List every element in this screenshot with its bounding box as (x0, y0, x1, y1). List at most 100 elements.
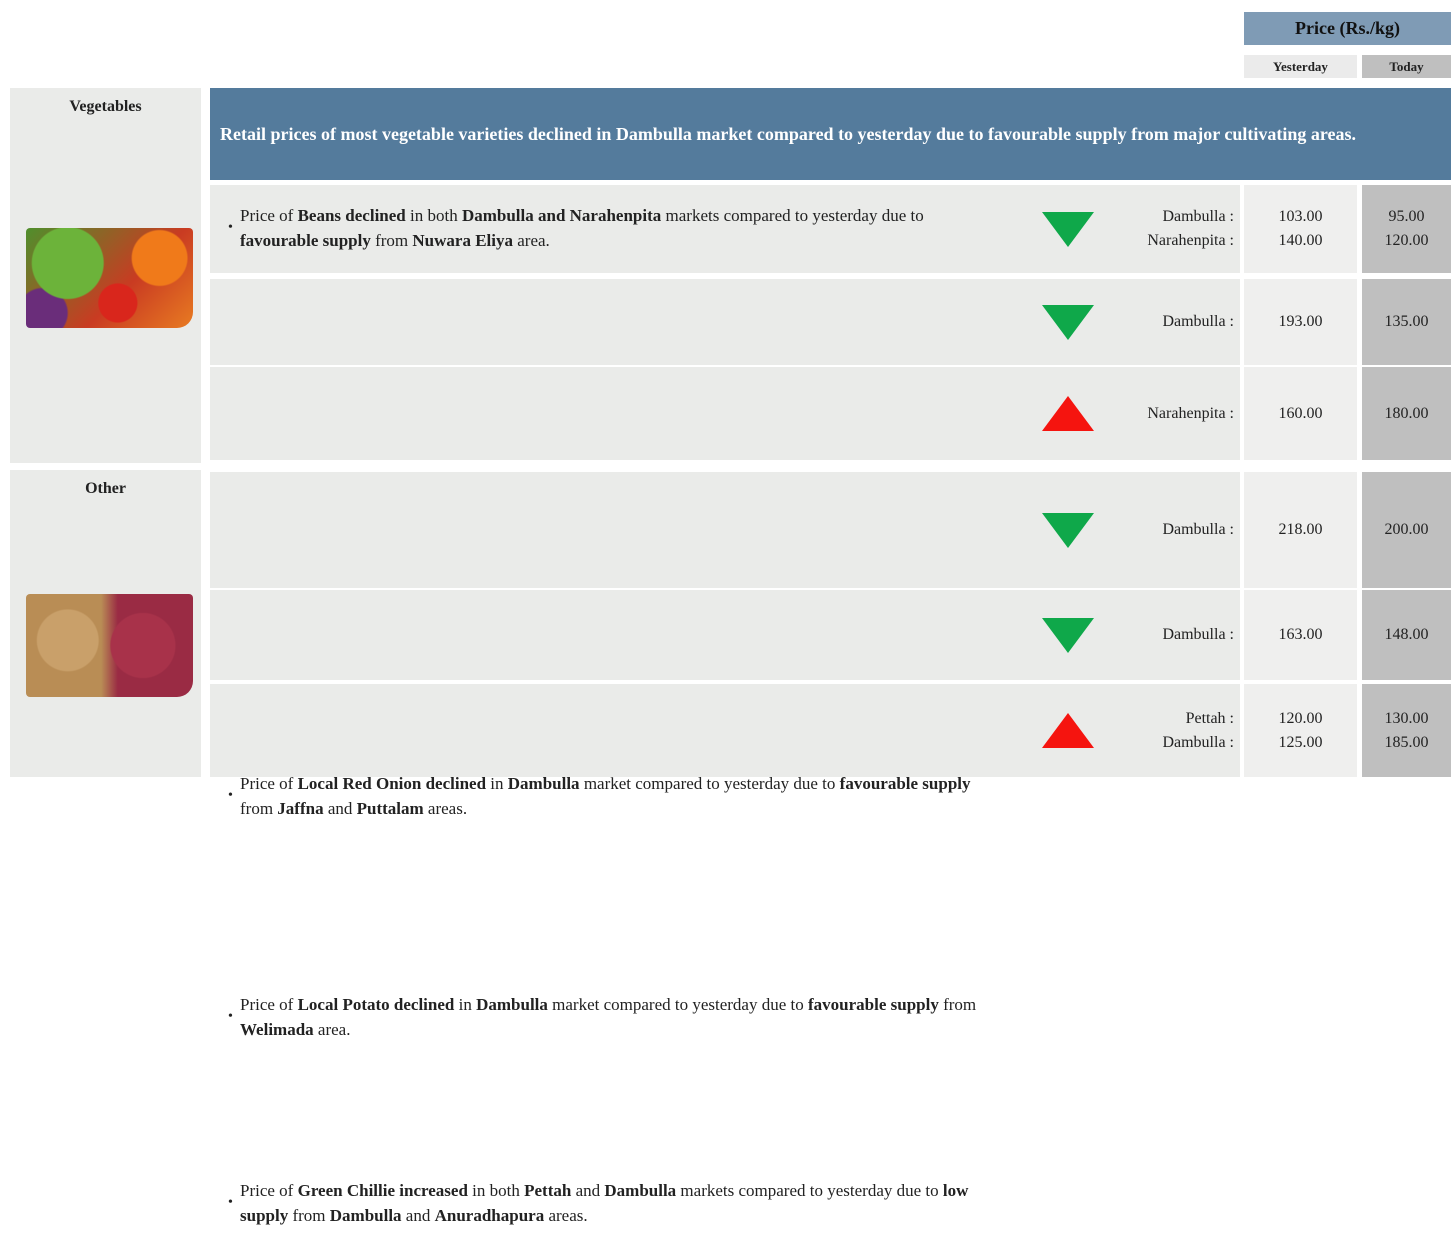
yesterday-prices: 193.00 (1244, 279, 1357, 365)
trend-arrow (1040, 302, 1096, 342)
text-segment: from (240, 799, 277, 818)
yesterday-price: 103.00 (1244, 205, 1357, 229)
text-segment: area. (314, 1020, 351, 1039)
text-segment: markets compared to yesterday due to (676, 1181, 943, 1200)
yesterday-price: 218.00 (1244, 518, 1357, 542)
yesterday-price: 160.00 (1244, 402, 1357, 426)
text-segment: favourable supply (840, 774, 971, 793)
trend-arrow (1040, 209, 1096, 249)
today-price: 185.00 (1362, 731, 1451, 755)
text-segment: market compared to yesterday due to (548, 995, 808, 1014)
text-segment: and (571, 1181, 604, 1200)
market-names: Narahenpita : (1100, 367, 1234, 460)
yesterday-price: 120.00 (1244, 707, 1357, 731)
market-name: Dambulla : (1100, 205, 1234, 229)
text-segment: Dambulla (476, 995, 548, 1014)
text-segment: Nuwara Eliya (412, 231, 513, 250)
section-label: Vegetables (10, 88, 201, 116)
today-price: 200.00 (1362, 518, 1451, 542)
text-segment: Local Red Onion declined (298, 774, 486, 793)
text-segment: Jaffna (277, 799, 323, 818)
row-text: Price of Beans declined in both Dambulla… (210, 185, 1010, 273)
yesterday-prices: 218.00 (1244, 472, 1357, 588)
section-banner: Retail prices of most vegetable varietie… (210, 88, 1451, 180)
triangle (1042, 396, 1094, 431)
market-names: Pettah :Dambulla : (1100, 684, 1234, 777)
market-names: Dambulla : (1100, 590, 1234, 680)
text-segment: favourable supply (808, 995, 939, 1014)
yesterday-header: Yesterday (1244, 55, 1357, 78)
yesterday-price: 140.00 (1244, 229, 1357, 253)
triangle (1042, 305, 1094, 340)
text-segment: from (288, 1206, 330, 1225)
yesterday-price: 163.00 (1244, 623, 1357, 647)
text-segment: favourable supply (240, 231, 371, 250)
market-names: Dambulla :Narahenpita : (1100, 185, 1234, 273)
text-segment: Price of (240, 995, 298, 1014)
today-prices: 200.00 (1362, 472, 1451, 588)
market-name: Dambulla : (1100, 518, 1234, 542)
text-segment: Dambulla (604, 1181, 676, 1200)
trend-arrow (1040, 711, 1096, 751)
text-segment: Price of (240, 206, 298, 225)
text-segment: Welimada (240, 1020, 314, 1039)
text-segment: from (371, 231, 413, 250)
text-segment: Pettah (524, 1181, 571, 1200)
text-segment: Price of (240, 1181, 298, 1200)
today-price: 130.00 (1362, 707, 1451, 731)
text-segment: and (402, 1206, 435, 1225)
row-paragraph: Price of Local Potato declined in Dambul… (240, 993, 1000, 1042)
text-segment: Puttalam (357, 799, 424, 818)
text-segment: in both (406, 206, 462, 225)
page: {"header": {"price_title": "Price (Rs./k… (0, 0, 1451, 777)
trend-arrow (1040, 615, 1096, 655)
text-segment: Dambulla (508, 774, 580, 793)
text-segment: areas. (424, 799, 467, 818)
triangle (1042, 713, 1094, 748)
market-name: Dambulla : (1100, 310, 1234, 334)
text-segment: from (939, 995, 976, 1014)
section-label: Other (10, 470, 201, 498)
row-text: Price of Local Potato declined in Dambul… (210, 973, 1010, 1063)
today-price: 120.00 (1362, 229, 1451, 253)
market-name: Pettah : (1100, 707, 1234, 731)
text-segment: market compared to yesterday due to (580, 774, 840, 793)
text-segment: Dambulla and Narahenpita (462, 206, 661, 225)
yesterday-price: 125.00 (1244, 731, 1357, 755)
row-text: Price of Green Chillie increased in both… (210, 1157, 1010, 1250)
today-price: 148.00 (1362, 623, 1451, 647)
text-segment: and (324, 799, 357, 818)
trend-arrow (1040, 394, 1096, 434)
market-names: Dambulla : (1100, 472, 1234, 588)
triangle (1042, 618, 1094, 653)
text-segment: in (454, 995, 476, 1014)
section-image (26, 228, 193, 328)
market-name: Narahenpita : (1100, 229, 1234, 253)
row-paragraph: Price of Green Chillie increased in both… (240, 1179, 1000, 1228)
yesterday-price: 193.00 (1244, 310, 1357, 334)
triangle (1042, 513, 1094, 548)
text-segment: Anuradhapura (435, 1206, 545, 1225)
text-segment: in (486, 774, 508, 793)
trend-arrow (1040, 510, 1096, 550)
today-prices: 135.00 (1362, 279, 1451, 365)
text-segment: Local Potato declined (298, 995, 455, 1014)
triangle (1042, 212, 1094, 247)
section-image (26, 594, 193, 697)
text-segment: Price of (240, 774, 298, 793)
today-prices: 180.00 (1362, 367, 1451, 460)
today-price: 95.00 (1362, 205, 1451, 229)
text-segment: Dambulla (330, 1206, 402, 1225)
market-name: Dambulla : (1100, 731, 1234, 755)
yesterday-prices: 163.00 (1244, 590, 1357, 680)
today-prices: 148.00 (1362, 590, 1451, 680)
today-header: Today (1362, 55, 1451, 78)
today-price: 180.00 (1362, 402, 1451, 426)
text-segment: Beans declined (298, 206, 406, 225)
market-name: Dambulla : (1100, 623, 1234, 647)
page-body: Price (Rs./kg) Yesterday Today (() => { … (0, 0, 1451, 777)
